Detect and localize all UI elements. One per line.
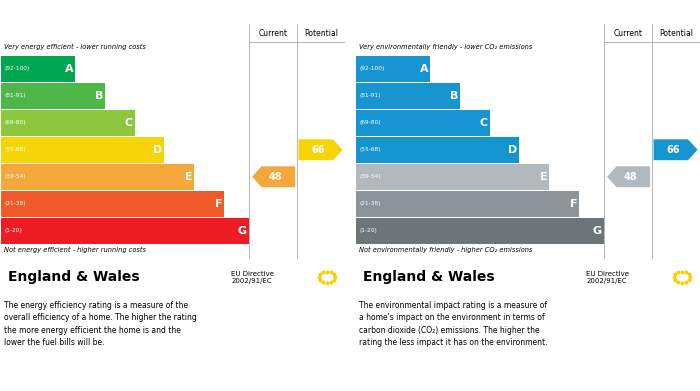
Text: Not energy efficient - higher running costs: Not energy efficient - higher running co… [4,247,146,253]
Text: A: A [420,64,428,74]
Bar [356,218,603,244]
Polygon shape [607,166,650,187]
Text: Potential: Potential [304,29,338,38]
Polygon shape [299,139,342,160]
Text: 66: 66 [666,145,680,155]
Text: (81-91): (81-91) [4,93,26,98]
Text: Energy Efficiency Rating: Energy Efficiency Rating [8,5,170,18]
Text: (1-20): (1-20) [4,228,22,233]
Text: G: G [238,226,247,236]
Text: D: D [153,145,162,155]
Bar [356,137,519,163]
Text: (39-54): (39-54) [4,174,26,179]
Text: England & Wales: England & Wales [8,271,139,285]
Text: 66: 66 [312,145,325,155]
Text: (55-68): (55-68) [359,147,381,152]
Text: A: A [65,64,74,74]
Text: (55-68): (55-68) [4,147,26,152]
Bar [1,218,248,244]
Text: C: C [480,118,488,128]
Bar [356,56,430,81]
Text: (21-38): (21-38) [4,201,26,206]
Text: EU Directive
2002/91/EC: EU Directive 2002/91/EC [587,271,629,284]
Bar [1,164,194,190]
Text: Very energy efficient - lower running costs: Very energy efficient - lower running co… [4,44,146,50]
Text: The environmental impact rating is a measure of
a home's impact on the environme: The environmental impact rating is a mea… [359,301,548,347]
Text: G: G [593,226,602,236]
Text: (81-91): (81-91) [359,93,381,98]
Bar [1,110,134,136]
Text: F: F [215,199,222,209]
Polygon shape [654,139,698,160]
Text: The energy efficiency rating is a measure of the
overall efficiency of a home. T: The energy efficiency rating is a measur… [4,301,197,347]
Text: England & Wales: England & Wales [363,271,494,285]
Text: EU Directive
2002/91/EC: EU Directive 2002/91/EC [232,271,274,284]
Text: (1-20): (1-20) [359,228,377,233]
Text: F: F [570,199,578,209]
Text: Current: Current [258,29,287,38]
Bar [1,83,105,108]
Bar [1,191,224,217]
Bar [1,137,164,163]
Text: B: B [450,91,459,101]
Text: Current: Current [613,29,643,38]
Text: Potential: Potential [659,29,693,38]
Text: (92-100): (92-100) [4,66,30,71]
Bar [1,56,76,81]
Text: Very environmentally friendly - lower CO₂ emissions: Very environmentally friendly - lower CO… [359,44,533,50]
Text: 48: 48 [269,172,283,182]
Text: Not environmentally friendly - higher CO₂ emissions: Not environmentally friendly - higher CO… [359,247,533,253]
Text: Environmental Impact (CO₂) Rating: Environmental Impact (CO₂) Rating [363,5,595,18]
Bar [356,191,579,217]
Text: D: D [508,145,518,155]
Text: (21-38): (21-38) [359,201,381,206]
Bar [356,110,490,136]
Bar [356,164,550,190]
Text: 48: 48 [624,172,638,182]
Bar [356,83,460,108]
Text: (69-80): (69-80) [4,120,26,125]
Text: E: E [185,172,193,182]
Text: (39-54): (39-54) [359,174,382,179]
Text: E: E [540,172,547,182]
Text: C: C [125,118,133,128]
Text: (92-100): (92-100) [359,66,385,71]
Text: (69-80): (69-80) [359,120,381,125]
Text: B: B [95,91,104,101]
Polygon shape [252,166,295,187]
